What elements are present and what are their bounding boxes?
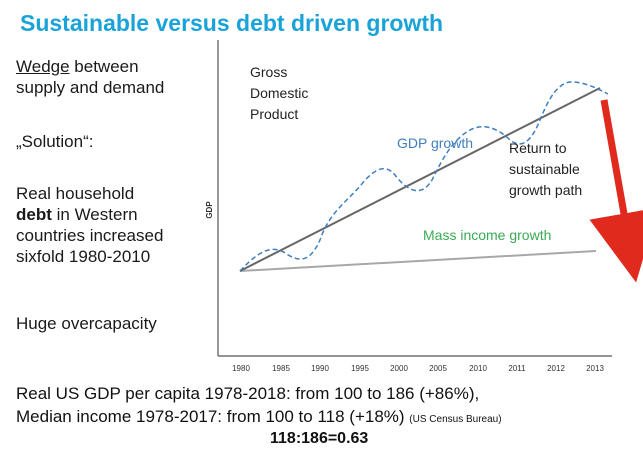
mass-income-line — [240, 251, 596, 271]
x-tick-2010: 2010 — [469, 364, 487, 373]
median-income-main: Median income 1978-2017: from 100 to 118… — [16, 407, 405, 426]
return-label-line3: growth path — [509, 182, 582, 198]
median-income-line: Median income 1978-2017: from 100 to 118… — [16, 407, 502, 427]
gross-label-line2: Domestic — [250, 85, 308, 101]
gdp-per-capita-line: Real US GDP per capita 1978-2018: from 1… — [16, 384, 479, 404]
return-label-line2: sustainable — [509, 161, 580, 177]
mass-income-label: Mass income growth — [423, 227, 551, 243]
gross-domestic-product-label: Gross Domestic Product — [250, 64, 312, 122]
x-tick-2012: 2012 — [547, 364, 565, 373]
x-tick-2005: 2005 — [429, 364, 447, 373]
income-gdp-ratio: 118:186=0.63 — [270, 430, 368, 448]
x-tick-1985: 1985 — [272, 364, 290, 373]
x-tick-2000: 2000 — [390, 364, 408, 373]
return-label-line1: Return to — [509, 140, 567, 156]
gross-label-line3: Product — [250, 106, 298, 122]
x-tick-1980: 1980 — [232, 364, 250, 373]
return-label: Return to sustainable growth path — [509, 140, 584, 198]
y-axis-label: GDP — [205, 201, 214, 219]
gross-label-line1: Gross — [250, 64, 287, 80]
x-tick-1990: 1990 — [311, 364, 329, 373]
x-tick-labels: 1980 1985 1990 1995 2000 2005 2010 2011 … — [232, 364, 604, 373]
x-tick-2013: 2013 — [586, 364, 604, 373]
gdp-growth-label: GDP growth — [397, 135, 473, 151]
census-source: (US Census Bureau) — [409, 414, 501, 425]
x-tick-2011: 2011 — [508, 364, 526, 373]
x-tick-1995: 1995 — [351, 364, 369, 373]
return-arrow — [604, 100, 630, 248]
